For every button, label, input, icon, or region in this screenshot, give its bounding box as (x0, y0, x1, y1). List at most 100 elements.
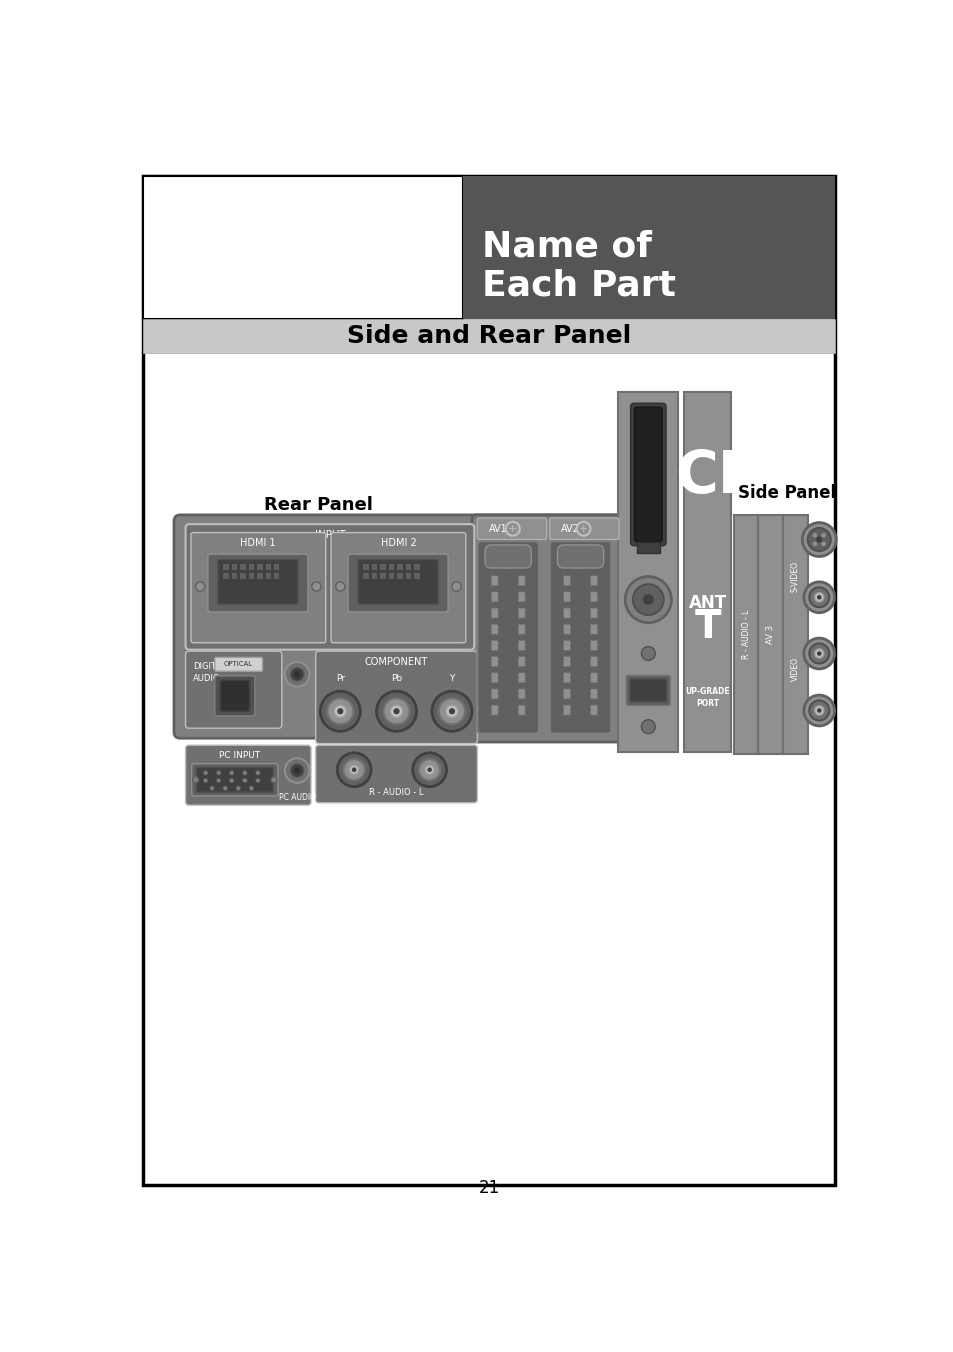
FancyBboxPatch shape (217, 560, 297, 604)
Bar (414, 573, 419, 579)
Circle shape (814, 649, 823, 658)
FancyBboxPatch shape (491, 576, 497, 585)
FancyBboxPatch shape (208, 554, 308, 612)
Circle shape (290, 668, 304, 681)
Circle shape (814, 592, 823, 602)
Bar (265, 573, 271, 579)
Circle shape (449, 708, 455, 714)
Text: OPTICAL: OPTICAL (224, 661, 253, 668)
FancyBboxPatch shape (563, 576, 570, 585)
Circle shape (445, 706, 457, 718)
FancyBboxPatch shape (517, 673, 524, 683)
Text: PC AUDIO: PC AUDIO (278, 794, 315, 802)
Text: VIDEO: VIDEO (790, 657, 799, 681)
FancyBboxPatch shape (357, 560, 437, 604)
Circle shape (255, 771, 260, 775)
FancyBboxPatch shape (491, 673, 497, 683)
Circle shape (640, 646, 655, 660)
Circle shape (816, 708, 821, 713)
Circle shape (223, 786, 227, 791)
Bar (249, 564, 253, 571)
Text: PC INPUT: PC INPUT (218, 752, 260, 760)
Circle shape (816, 652, 821, 656)
FancyBboxPatch shape (476, 541, 538, 734)
Circle shape (808, 644, 828, 664)
Text: Name of: Name of (481, 230, 651, 264)
FancyBboxPatch shape (590, 657, 597, 667)
Bar (249, 573, 253, 579)
FancyBboxPatch shape (517, 706, 524, 715)
Circle shape (427, 768, 432, 772)
Circle shape (807, 529, 830, 552)
Circle shape (816, 595, 821, 599)
FancyBboxPatch shape (557, 545, 603, 568)
Circle shape (640, 719, 655, 734)
FancyBboxPatch shape (491, 657, 497, 667)
Bar (396, 564, 402, 571)
FancyBboxPatch shape (214, 657, 262, 671)
FancyBboxPatch shape (590, 576, 597, 585)
Text: INPUT: INPUT (314, 530, 345, 539)
FancyBboxPatch shape (563, 706, 570, 715)
Circle shape (383, 698, 409, 725)
Circle shape (203, 771, 208, 775)
FancyBboxPatch shape (185, 525, 474, 650)
Circle shape (285, 662, 309, 687)
Circle shape (821, 533, 825, 538)
FancyBboxPatch shape (563, 592, 570, 602)
FancyBboxPatch shape (476, 518, 546, 539)
Text: HDMI 1: HDMI 1 (240, 538, 275, 548)
Circle shape (438, 698, 464, 725)
Bar (405, 564, 411, 571)
Bar (223, 573, 229, 579)
FancyBboxPatch shape (590, 706, 597, 715)
Bar (405, 573, 411, 579)
FancyBboxPatch shape (590, 690, 597, 699)
FancyBboxPatch shape (625, 675, 670, 706)
Text: AV1: AV1 (488, 523, 507, 534)
Text: Y: Y (449, 673, 455, 683)
Circle shape (808, 587, 828, 607)
FancyBboxPatch shape (220, 680, 249, 711)
Circle shape (349, 765, 358, 775)
Circle shape (242, 771, 247, 775)
Circle shape (393, 708, 399, 714)
FancyBboxPatch shape (472, 515, 629, 742)
Circle shape (418, 758, 440, 780)
FancyBboxPatch shape (563, 690, 570, 699)
Circle shape (803, 695, 834, 726)
Bar (240, 573, 245, 579)
Bar (396, 573, 402, 579)
Text: +: + (578, 523, 588, 534)
Circle shape (432, 691, 472, 731)
Bar (380, 573, 385, 579)
Text: 21: 21 (477, 1179, 499, 1197)
Circle shape (801, 523, 836, 557)
Circle shape (320, 691, 360, 731)
FancyBboxPatch shape (196, 768, 274, 792)
Circle shape (390, 706, 402, 718)
Circle shape (294, 671, 300, 677)
FancyBboxPatch shape (517, 641, 524, 650)
FancyBboxPatch shape (185, 652, 281, 729)
Text: Each Part: Each Part (481, 269, 676, 303)
Bar (232, 573, 237, 579)
Text: R - AUDIO - L: R - AUDIO - L (369, 788, 423, 798)
Circle shape (235, 786, 240, 791)
Text: AUDIO: AUDIO (193, 673, 220, 683)
Circle shape (229, 779, 233, 783)
Bar (389, 564, 394, 571)
FancyBboxPatch shape (517, 592, 524, 602)
Text: Pr: Pr (335, 673, 344, 683)
Text: Rear Panel: Rear Panel (263, 496, 372, 514)
FancyBboxPatch shape (517, 576, 524, 585)
Circle shape (210, 786, 214, 791)
Circle shape (632, 584, 663, 615)
FancyBboxPatch shape (590, 592, 597, 602)
Circle shape (334, 706, 346, 718)
Text: DIGITAL: DIGITAL (193, 662, 226, 671)
FancyBboxPatch shape (484, 545, 531, 568)
Bar (240, 564, 245, 571)
Circle shape (335, 581, 345, 591)
FancyBboxPatch shape (491, 592, 497, 602)
